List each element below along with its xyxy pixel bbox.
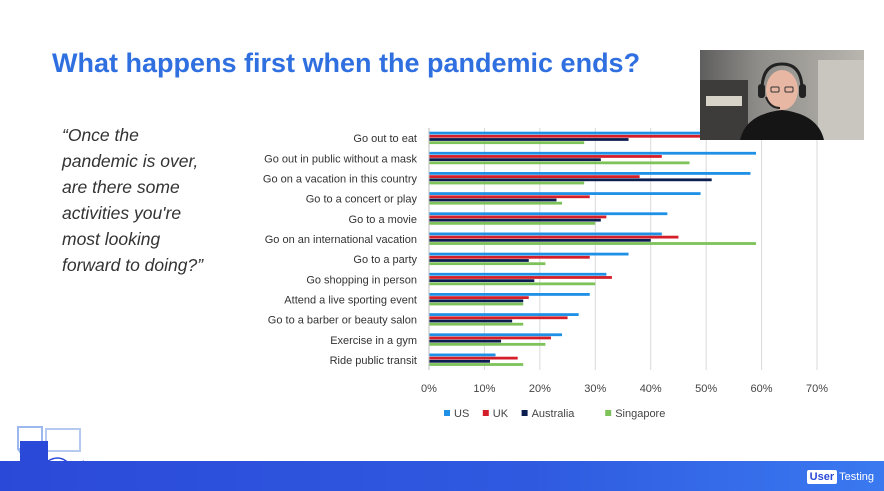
pull-quote: “Once the pandemic is over, are there so… <box>62 122 262 278</box>
category-label: Go on a vacation in this country <box>263 173 418 185</box>
bar-singapore <box>429 262 546 266</box>
bar-us <box>429 272 607 276</box>
category-label: Attend a live sporting event <box>284 294 417 306</box>
quote-line: most looking <box>62 229 161 249</box>
bar-australia <box>429 259 529 262</box>
bar-uk <box>429 336 551 340</box>
bar-us <box>429 313 579 316</box>
legend-swatch <box>521 410 528 416</box>
bar-uk <box>429 235 679 239</box>
logo-box: User <box>806 470 838 484</box>
bar-australia <box>429 319 513 323</box>
bar-singapore <box>429 141 585 145</box>
bar-singapore <box>429 242 757 245</box>
bar-australia <box>429 138 629 141</box>
quote-line: activities you're <box>62 203 182 223</box>
category-label: Go to a party <box>353 254 417 266</box>
quote-line: “Once the <box>62 125 139 145</box>
footer-bar: User Testing <box>0 461 884 491</box>
bar-us <box>429 192 701 195</box>
legend-swatch <box>444 410 450 416</box>
bar-uk <box>429 276 612 279</box>
legend-label: Australia <box>532 408 576 420</box>
bar-uk <box>429 155 662 158</box>
legend-label: Singapore <box>615 408 665 420</box>
bar-us <box>429 252 629 256</box>
bar-australia <box>429 218 601 222</box>
bar-australia <box>429 359 490 363</box>
quote-line: forward to doing?” <box>62 255 204 275</box>
bar-us <box>429 232 662 236</box>
bar-australia <box>429 279 535 283</box>
legend-swatch <box>482 410 489 416</box>
bar-australia <box>429 178 712 182</box>
legend-swatch <box>605 410 612 416</box>
quote-line: pandemic is over, <box>62 151 199 171</box>
bar-singapore <box>429 221 596 225</box>
quote-line: are there some <box>62 177 180 197</box>
bar-us <box>429 353 496 357</box>
bar-uk <box>429 215 607 219</box>
x-tick-label: 0% <box>421 383 437 395</box>
category-label: Go out to eat <box>353 133 417 145</box>
x-tick-label: 70% <box>806 383 828 395</box>
category-label: Go to a movie <box>349 214 417 226</box>
bar-us <box>429 151 757 155</box>
category-label: Go shopping in person <box>306 274 417 286</box>
x-tick-label: 60% <box>751 383 773 395</box>
bar-uk <box>429 175 640 179</box>
webcam-overlay[interactable] <box>700 50 864 140</box>
category-label: Go out in public without a mask <box>264 153 417 165</box>
category-label: Ride public transit <box>330 355 417 367</box>
bar-singapore <box>429 161 690 165</box>
bar-chart: 0% 10% 20% 30% 40% 50% 60% 70% Go out to eat Go o… <box>263 128 828 420</box>
bar-singapore <box>429 282 596 286</box>
bar-us <box>429 212 668 216</box>
legend-label: US <box>454 408 469 420</box>
presenter-video-feed-icon <box>700 50 864 140</box>
bar-uk <box>429 296 529 300</box>
bar-singapore <box>429 363 524 366</box>
legend-label: UK <box>493 408 509 420</box>
x-tick-label: 10% <box>473 383 495 395</box>
bar-uk <box>429 356 518 360</box>
bar-us <box>429 333 563 337</box>
speech-bubble-icon <box>17 426 85 465</box>
bar-australia <box>429 339 502 343</box>
usertesting-logo: User Testing <box>806 469 874 485</box>
bar-australia <box>429 198 557 202</box>
bar-singapore <box>429 322 524 326</box>
category-label: Go to a barber or beauty salon <box>268 315 417 327</box>
category-label: Exercise in a gym <box>330 335 417 347</box>
x-tick-label: 30% <box>584 383 606 395</box>
category-label: Go on an international vacation <box>265 234 417 246</box>
bar-singapore <box>429 201 563 205</box>
bar-us <box>429 131 707 135</box>
bar-uk <box>429 195 590 199</box>
logo-text: Testing <box>839 471 874 483</box>
bar-uk <box>429 255 590 259</box>
bar-us <box>429 172 751 175</box>
x-tick-label: 20% <box>529 383 551 395</box>
bar-uk <box>429 316 568 320</box>
category-label: Go to a concert or play <box>306 194 418 206</box>
x-tick-label: 40% <box>640 383 662 395</box>
bar-australia <box>429 238 651 242</box>
slide-title: What happens first when the pandemic end… <box>52 48 641 78</box>
bar-singapore <box>429 181 585 185</box>
x-tick-label: 50% <box>695 383 717 395</box>
bar-australia <box>429 158 601 162</box>
bar-singapore <box>429 342 546 346</box>
bar-us <box>429 293 590 296</box>
bar-singapore <box>429 302 524 306</box>
bar-australia <box>429 299 524 303</box>
bar-uk <box>429 134 707 138</box>
